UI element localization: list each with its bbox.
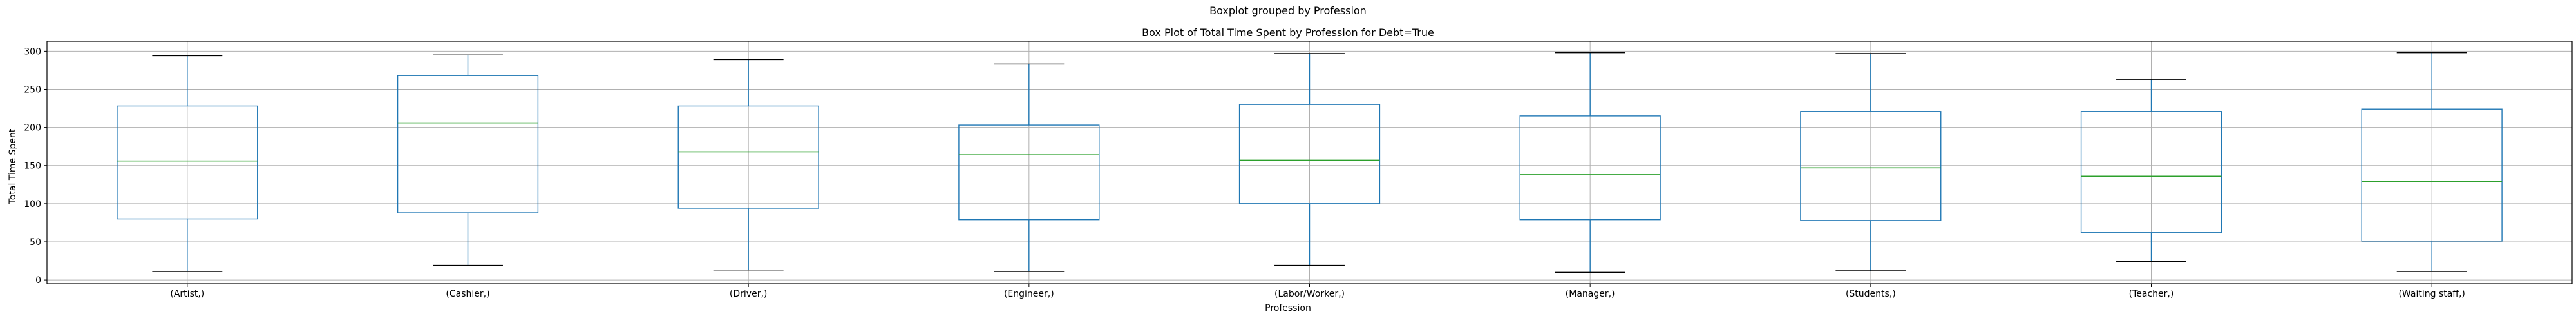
y-tick-label: 50 bbox=[30, 237, 41, 248]
box-group bbox=[397, 54, 539, 266]
box-iqr bbox=[677, 105, 819, 209]
chart-suptitle: Boxplot grouped by Profession bbox=[1209, 5, 1367, 17]
x-tick-label: (Students,) bbox=[1846, 289, 1896, 299]
box-group bbox=[117, 55, 258, 272]
box-iqr bbox=[117, 105, 258, 220]
x-tick-label: (Labor/Worker,) bbox=[1274, 289, 1345, 299]
box-iqr bbox=[958, 124, 1100, 221]
box-iqr bbox=[1238, 104, 1381, 204]
box-iqr bbox=[1519, 115, 1661, 221]
box-group bbox=[2361, 52, 2503, 272]
x-tick-label: (Teacher,) bbox=[2129, 289, 2174, 299]
x-tick-label: (Manager,) bbox=[1566, 289, 1615, 299]
y-tick-label: 0 bbox=[35, 275, 41, 286]
box-group bbox=[1238, 53, 1381, 266]
plot-frame bbox=[46, 41, 2573, 284]
box-group bbox=[958, 63, 1100, 272]
x-tick-label: (Engineer,) bbox=[1004, 289, 1054, 299]
y-tick-label: 250 bbox=[24, 84, 41, 95]
box-iqr bbox=[2361, 108, 2503, 242]
y-tick-label: 300 bbox=[24, 46, 41, 57]
x-tick-label: (Artist,) bbox=[170, 289, 204, 299]
x-tick-label: (Driver,) bbox=[730, 289, 767, 299]
box-iqr bbox=[397, 75, 539, 213]
box-group bbox=[2080, 79, 2222, 262]
y-tick-label: 200 bbox=[24, 123, 41, 133]
box-iqr bbox=[2080, 111, 2222, 233]
y-tick-label: 150 bbox=[24, 161, 41, 172]
chart-title: Box Plot of Total Time Spent by Professi… bbox=[1142, 26, 1434, 39]
boxes-layer bbox=[117, 52, 2503, 273]
box-group bbox=[1800, 53, 1942, 271]
box-iqr bbox=[1800, 111, 1942, 221]
y-axis-label: Total Time Spent bbox=[8, 128, 18, 204]
box-group bbox=[677, 59, 819, 271]
x-tick-label: (Waiting staff,) bbox=[2398, 289, 2465, 299]
axis-layer: 0 50 100 150 200 250 300 (Artist,) (Cashier,) (Dr… bbox=[24, 41, 2573, 299]
y-tick-label: 100 bbox=[24, 199, 41, 210]
box-group bbox=[1519, 52, 1661, 273]
x-axis-label: Profession bbox=[1265, 303, 1311, 313]
x-tick-label: (Cashier,) bbox=[446, 289, 489, 299]
